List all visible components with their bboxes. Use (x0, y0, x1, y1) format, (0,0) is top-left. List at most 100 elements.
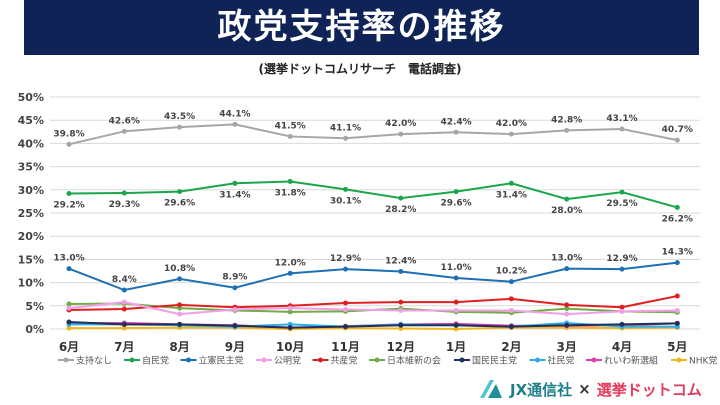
data-label: 31.4% (496, 190, 527, 200)
data-point (674, 320, 680, 326)
data-label: 31.4% (219, 190, 250, 200)
series-line-4 (68, 295, 678, 311)
jx-brand: JX通信社 (510, 380, 573, 399)
legend-marker (374, 357, 380, 363)
legend-label: れいわ新選組 (604, 355, 658, 367)
data-label: 28.2% (385, 205, 416, 215)
series-line-1 (68, 180, 678, 209)
x-tick-label: 10月 (276, 340, 305, 354)
data-label: 29.2% (53, 201, 84, 211)
series-line-3 (68, 301, 678, 316)
footer-logos: JX通信社 × 選挙ドットコム (478, 378, 702, 400)
x-tick-label: 1月 (446, 340, 466, 354)
data-label: 10.8% (164, 264, 195, 274)
chart-subtitle: (選挙ドットコムリサーチ 電話調査) (258, 62, 462, 76)
data-point (398, 131, 404, 137)
data-label: 44.1% (219, 109, 250, 119)
data-point (177, 321, 183, 327)
data-point (121, 325, 127, 331)
data-point (232, 285, 238, 291)
data-point (343, 324, 348, 330)
x-tick-label: 6月 (59, 340, 79, 354)
y-tick-label: 50% (18, 91, 44, 104)
y-tick-label: 40% (18, 137, 44, 150)
legend-label: 自民党 (142, 355, 169, 367)
y-tick-label: 45% (18, 114, 44, 127)
data-point (232, 180, 238, 186)
data-label: 41.5% (275, 121, 306, 131)
legend-label: 立憲民主党 (199, 355, 244, 367)
data-point (232, 307, 238, 313)
data-point (232, 121, 238, 127)
legend-label: 共産党 (331, 355, 358, 367)
data-point (453, 189, 459, 195)
data-point (674, 260, 680, 266)
data-point (121, 306, 127, 312)
data-point (287, 178, 293, 184)
legend-label: 日本維新の会 (387, 355, 441, 367)
data-label: 42.0% (385, 119, 416, 129)
data-point (453, 307, 459, 313)
data-point (287, 133, 293, 139)
legend-label: 国民民主党 (472, 355, 517, 367)
data-label: 10.2% (496, 267, 527, 277)
data-point (177, 124, 183, 130)
data-point (66, 266, 72, 272)
data-label: 26.2% (662, 214, 693, 224)
data-point (121, 287, 127, 293)
data-label: 12.4% (385, 256, 416, 266)
jx-logo-icon (480, 380, 502, 398)
data-point (177, 302, 183, 308)
data-point (66, 305, 72, 311)
x-tick-label: 9月 (225, 340, 245, 354)
data-point (564, 266, 570, 272)
data-point (508, 307, 514, 313)
data-point (508, 279, 514, 285)
data-point (177, 311, 183, 317)
data-point (343, 307, 348, 313)
data-point (619, 266, 625, 272)
series-line-6 (68, 321, 678, 329)
data-label: 29.3% (109, 200, 140, 210)
data-point (343, 300, 348, 306)
data-point (674, 307, 680, 313)
data-label: 42.0% (496, 119, 527, 129)
data-point (674, 137, 680, 143)
data-point (674, 293, 680, 299)
data-point (287, 270, 293, 276)
data-point (564, 306, 570, 312)
y-tick-label: 10% (18, 277, 44, 290)
data-point (66, 319, 72, 325)
senkyo-brand: 選挙ドットコム (596, 380, 702, 399)
x-tick-label: 2月 (501, 340, 521, 354)
data-label: 12.0% (275, 258, 306, 268)
data-point (66, 325, 72, 331)
y-tick-label: 0% (25, 323, 44, 336)
data-point (398, 195, 404, 201)
data-point (66, 191, 72, 197)
data-point (66, 301, 72, 307)
data-label: 41.1% (330, 123, 361, 133)
data-label: 13.0% (551, 254, 582, 264)
data-point (453, 299, 459, 305)
x-tick-label: 3月 (557, 340, 577, 354)
data-point (343, 135, 348, 141)
data-label: 43.1% (606, 114, 637, 124)
data-label: 13.0% (53, 254, 84, 264)
data-label: 42.6% (109, 116, 140, 126)
legend-marker (459, 357, 465, 363)
legend-marker (129, 357, 135, 363)
data-point (564, 322, 570, 328)
x-tick-label: 12月 (386, 340, 415, 354)
data-point (343, 186, 348, 192)
data-point (453, 129, 459, 135)
legend-marker (535, 357, 540, 363)
legend-marker (63, 357, 69, 363)
data-label: 8.4% (112, 275, 137, 285)
data-point (121, 321, 127, 327)
data-point (619, 304, 625, 310)
data-point (453, 275, 459, 281)
legend-marker (676, 357, 682, 363)
data-point (398, 268, 404, 274)
y-tick-label: 15% (18, 253, 44, 266)
